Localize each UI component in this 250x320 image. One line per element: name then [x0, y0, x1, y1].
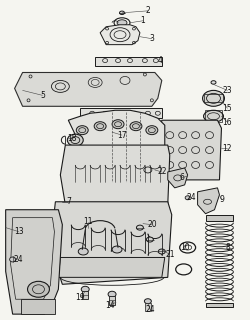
Ellipse shape: [130, 122, 142, 131]
Text: 15: 15: [222, 104, 232, 113]
Text: 24: 24: [14, 255, 24, 264]
Text: 12: 12: [223, 144, 232, 153]
Polygon shape: [95, 57, 162, 66]
Ellipse shape: [108, 291, 116, 297]
Ellipse shape: [112, 246, 122, 253]
Polygon shape: [50, 202, 172, 284]
Text: 14: 14: [105, 301, 115, 310]
Polygon shape: [6, 210, 62, 314]
Ellipse shape: [136, 225, 143, 230]
Ellipse shape: [144, 299, 151, 304]
Polygon shape: [206, 303, 234, 307]
Text: 24: 24: [187, 193, 196, 202]
Ellipse shape: [76, 126, 88, 135]
Text: 9: 9: [219, 195, 224, 204]
Ellipse shape: [10, 257, 16, 262]
Text: 1: 1: [140, 16, 145, 25]
Text: 16: 16: [222, 118, 232, 127]
Ellipse shape: [185, 196, 190, 200]
Text: 24: 24: [145, 305, 155, 314]
Ellipse shape: [117, 20, 127, 26]
Polygon shape: [60, 145, 170, 205]
Ellipse shape: [202, 90, 224, 106]
Polygon shape: [68, 110, 165, 155]
Ellipse shape: [204, 110, 224, 122]
Ellipse shape: [94, 122, 106, 131]
Text: 18: 18: [68, 134, 77, 143]
Text: 3: 3: [150, 34, 154, 43]
Text: 6: 6: [179, 173, 184, 182]
Ellipse shape: [120, 11, 124, 15]
Polygon shape: [20, 299, 56, 314]
Polygon shape: [145, 303, 151, 311]
Polygon shape: [109, 296, 115, 305]
Text: 5: 5: [40, 91, 45, 100]
Ellipse shape: [28, 281, 50, 297]
Polygon shape: [80, 108, 162, 118]
Text: 4: 4: [157, 56, 162, 65]
Polygon shape: [206, 215, 234, 221]
Ellipse shape: [211, 81, 216, 84]
Ellipse shape: [146, 237, 153, 242]
Text: 8: 8: [225, 243, 230, 252]
Ellipse shape: [112, 120, 124, 129]
Text: 10: 10: [180, 243, 190, 252]
Polygon shape: [58, 258, 165, 277]
Polygon shape: [82, 291, 88, 299]
Ellipse shape: [78, 248, 88, 255]
Text: 11: 11: [84, 217, 93, 226]
Polygon shape: [100, 25, 140, 45]
Text: 7: 7: [66, 197, 71, 206]
Ellipse shape: [67, 134, 83, 146]
Text: 22: 22: [157, 167, 166, 176]
Polygon shape: [168, 168, 188, 188]
Text: 20: 20: [147, 220, 157, 229]
Text: 21: 21: [165, 250, 174, 259]
Text: 2: 2: [146, 6, 150, 15]
Polygon shape: [158, 120, 222, 180]
Polygon shape: [14, 73, 162, 106]
Ellipse shape: [81, 286, 89, 292]
Ellipse shape: [158, 249, 165, 254]
Text: 13: 13: [14, 227, 24, 236]
Text: 23: 23: [222, 86, 232, 95]
Polygon shape: [198, 188, 220, 214]
Text: 19: 19: [76, 293, 85, 302]
Ellipse shape: [146, 126, 158, 135]
Text: 17: 17: [117, 131, 127, 140]
